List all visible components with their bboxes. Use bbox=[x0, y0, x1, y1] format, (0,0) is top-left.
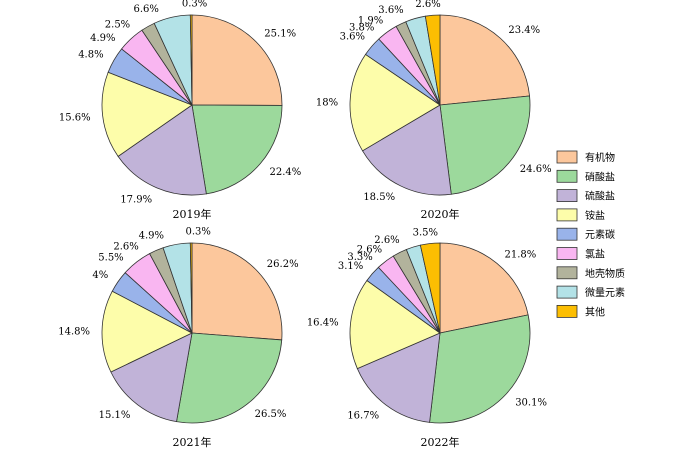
pie-2-label-7: 1.9% bbox=[358, 16, 383, 27]
pie-3-label-6: 5.5% bbox=[98, 253, 123, 264]
legend-swatch-8 bbox=[556, 285, 578, 299]
pie-2-label-3: 18.5% bbox=[363, 192, 395, 203]
pie-1-label-7: 2.5% bbox=[105, 19, 130, 30]
pie-2-slice-4 bbox=[349, 53, 441, 152]
pie-3-label-2: 26.5% bbox=[255, 409, 287, 420]
pie-4-label-3: 16.7% bbox=[347, 410, 379, 421]
legend-swatch-3 bbox=[556, 189, 578, 203]
pie-3: 26.2% 26.5% 15.1% 14.8% 4% 5.5%2.6%4.9% 0.3% 20… bbox=[58, 227, 298, 449]
legend-label-6: 氯盐 bbox=[585, 248, 605, 261]
pie-3-label-7: 2.6% bbox=[113, 242, 138, 253]
pie-3-label-4: 14.8% bbox=[58, 327, 90, 338]
pie-4-slice-4 bbox=[349, 279, 441, 370]
pie-1-slice-4 bbox=[101, 71, 193, 157]
pie-3-label-1: 26.2% bbox=[267, 259, 299, 270]
pie-1-slice-9 bbox=[189, 14, 193, 106]
pie-2-slice-1 bbox=[439, 14, 530, 106]
pie-2-label-8: 3.6% bbox=[378, 5, 403, 16]
pie-3-label-9: 0.3% bbox=[185, 227, 210, 238]
pie-2-label-2: 24.6% bbox=[520, 164, 552, 175]
pie-3-slice-4 bbox=[101, 290, 193, 373]
pie-4-slice-1 bbox=[439, 242, 529, 334]
pie-3-label-8: 4.9% bbox=[139, 230, 164, 241]
legend-swatch-5 bbox=[556, 227, 578, 241]
legend-label-8: 微量元素 bbox=[585, 286, 625, 299]
legend-label-1: 有机物 bbox=[585, 151, 615, 164]
legend-label-7: 地壳物质 bbox=[585, 267, 625, 280]
pie-1-label-5: 4.8% bbox=[78, 50, 103, 61]
pie-2-label-5: 3.6% bbox=[340, 31, 365, 42]
legend-label-3: 硫酸盐 bbox=[585, 190, 615, 203]
pie-4-label-6: 3.3% bbox=[347, 252, 372, 263]
pie-4-label-1: 21.8% bbox=[505, 250, 537, 261]
legend-label-2: 硝酸盐 bbox=[585, 170, 615, 183]
pie-1-slice-3 bbox=[117, 104, 207, 196]
pie-1-slice-1 bbox=[191, 14, 283, 106]
pie-2-slice-3 bbox=[361, 104, 452, 196]
pie-4-label-8: 2.6% bbox=[374, 235, 399, 246]
legend-label-4: 铵盐 bbox=[585, 209, 605, 222]
legend-swatch-2 bbox=[556, 169, 578, 183]
pie-1-label-2: 22.4% bbox=[270, 167, 302, 178]
pie-2-label-9: 2.6% bbox=[415, 0, 440, 10]
pie-4-label-2: 30.1% bbox=[515, 397, 547, 408]
legend-label-5: 元素碳 bbox=[585, 228, 615, 241]
pie-1-label-8: 6.6% bbox=[133, 4, 158, 15]
pie-3-slice-3 bbox=[110, 332, 193, 423]
pie-3-label-5: 4% bbox=[92, 270, 108, 281]
pie-1-label-4: 15.6% bbox=[59, 113, 91, 124]
legend-swatch-4 bbox=[556, 208, 578, 222]
pie-1-label-6: 4.9% bbox=[90, 33, 115, 44]
pie-1: 25.1% 22.4% 17.9% 15.6% 4.8% 4.9% 2.5%6.6% 0.3%… bbox=[59, 0, 301, 221]
pie-4-label-7: 2.6% bbox=[357, 245, 382, 256]
pie-1-label-3: 17.9% bbox=[120, 194, 152, 205]
pie-1-title: 2019年 bbox=[173, 207, 212, 221]
pie-3-slice-1 bbox=[191, 242, 283, 341]
pie-3-title: 2021年 bbox=[173, 435, 212, 449]
pie-2-label-4: 18% bbox=[316, 97, 338, 108]
pie-2-title: 2020年 bbox=[421, 207, 460, 221]
legend-swatch-9 bbox=[556, 304, 578, 318]
pie-4-label-4: 16.4% bbox=[307, 318, 339, 329]
pie-2-slice-2 bbox=[439, 95, 531, 195]
pie-4-title: 2022年 bbox=[421, 435, 460, 449]
pie-3-slice-9 bbox=[189, 242, 193, 334]
pie-2-label-6: 3.8% bbox=[349, 22, 374, 33]
pie-4-label-9: 3.5% bbox=[413, 228, 438, 239]
pie-2-label-1: 23.4% bbox=[508, 25, 540, 36]
legend-swatch-6 bbox=[556, 247, 578, 260]
pie-4-label-5: 3.1% bbox=[338, 261, 363, 272]
pie-4-slice-9 bbox=[419, 242, 441, 334]
pie-1-label-1: 25.1% bbox=[264, 29, 296, 40]
pie-4-slice-2 bbox=[429, 314, 531, 424]
pie-1-label-9: 0.3% bbox=[182, 0, 207, 10]
pie-3-label-3: 15.1% bbox=[99, 410, 131, 421]
legend-swatch-7 bbox=[556, 266, 578, 280]
legend-label-9: 其他 bbox=[585, 305, 605, 318]
pie-1-slice-2 bbox=[191, 104, 283, 195]
pie-2-slice-9 bbox=[424, 14, 441, 106]
pie-4: 21.8% 30.1% 16.7% 16.4% 3.1%3.3%2.6%2.6% 3.5%… bbox=[307, 228, 547, 449]
legend-swatch-1 bbox=[556, 150, 578, 164]
pie-2: 23.4%24.6%18.5%18%3.6%3.8%1.9%3.6%2.6%20… bbox=[316, 0, 552, 221]
pie-4-slice-3 bbox=[356, 332, 441, 423]
pie-3-slice-2 bbox=[176, 332, 283, 424]
